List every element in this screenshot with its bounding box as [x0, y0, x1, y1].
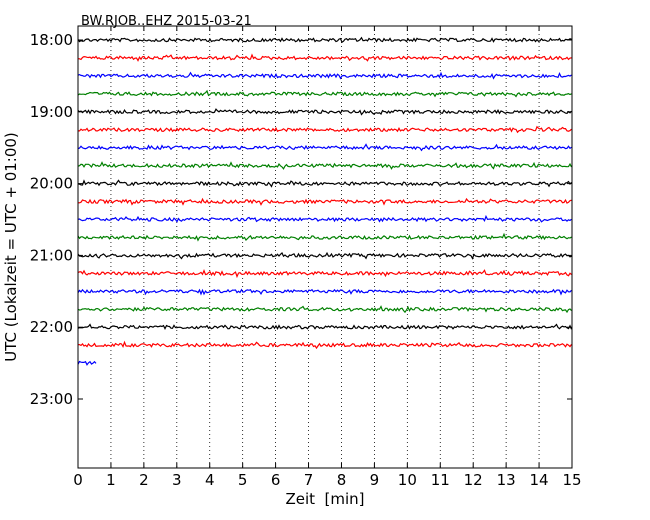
trace-2030 [77, 214, 572, 223]
trace-2215 [77, 340, 572, 350]
trace-2200 [77, 323, 573, 331]
trace-1800 [77, 36, 572, 44]
y-tick-label: 21:00 [30, 246, 73, 264]
x-tick-label: 7 [304, 471, 314, 489]
x-tick-label: 15 [562, 471, 581, 489]
trace-1815 [77, 53, 572, 62]
trace-1900 [77, 108, 572, 116]
x-tick-label: 0 [73, 471, 83, 489]
trace-1830 [77, 71, 572, 80]
trace-1845 [77, 89, 572, 98]
x-axis-label: Zeit [min] [285, 490, 364, 508]
x-tick-label: 1 [106, 471, 116, 489]
x-tick-label: 4 [205, 471, 215, 489]
x-tick-label: 14 [530, 471, 549, 489]
x-tick-label: 12 [464, 471, 483, 489]
x-tick-label: 5 [238, 471, 248, 489]
y-tick-label: 18:00 [30, 31, 73, 49]
x-tick-label: 2 [139, 471, 149, 489]
chart-title: BW.RJOB..EHZ 2015-03-21 [81, 14, 252, 29]
x-tick-labels: 0 1 2 3 4 5 6 7 8 9 10 11 12 13 14 15 [73, 471, 581, 489]
y-tick-label: 23:00 [30, 390, 73, 408]
y-tick-label: 19:00 [30, 103, 73, 121]
trace-2145 [77, 305, 572, 314]
trace-1930 [77, 143, 572, 152]
trace-2015 [78, 197, 572, 206]
x-tick-label: 10 [398, 471, 417, 489]
y-tick-labels: 18:00 19:00 20:00 21:00 22:00 23:00 [30, 31, 73, 408]
trace-2000 [77, 179, 572, 188]
trace-2115 [77, 268, 572, 279]
y-axis-label: UTC (Lokalzeit = UTC + 01:00) [2, 132, 20, 362]
x-tick-label: 6 [271, 471, 281, 489]
seismic-traces [77, 36, 573, 366]
x-tick-label: 8 [337, 471, 347, 489]
axis-ticks [77, 26, 573, 468]
trace-1945 [77, 161, 573, 170]
trace-2100 [77, 251, 572, 260]
y-tick-label: 22:00 [30, 318, 73, 336]
x-tick-label: 9 [370, 471, 380, 489]
x-tick-label: 11 [431, 471, 450, 489]
trace-1915 [78, 125, 572, 134]
trace-2045 [77, 232, 572, 242]
x-tick-label: 13 [497, 471, 516, 489]
plot-frame [77, 25, 573, 469]
y-tick-label: 20:00 [30, 175, 73, 193]
grid-lines [110, 26, 540, 468]
trace-2230 [77, 360, 97, 366]
x-tick-label: 3 [172, 471, 182, 489]
trace-2130 [77, 288, 572, 296]
